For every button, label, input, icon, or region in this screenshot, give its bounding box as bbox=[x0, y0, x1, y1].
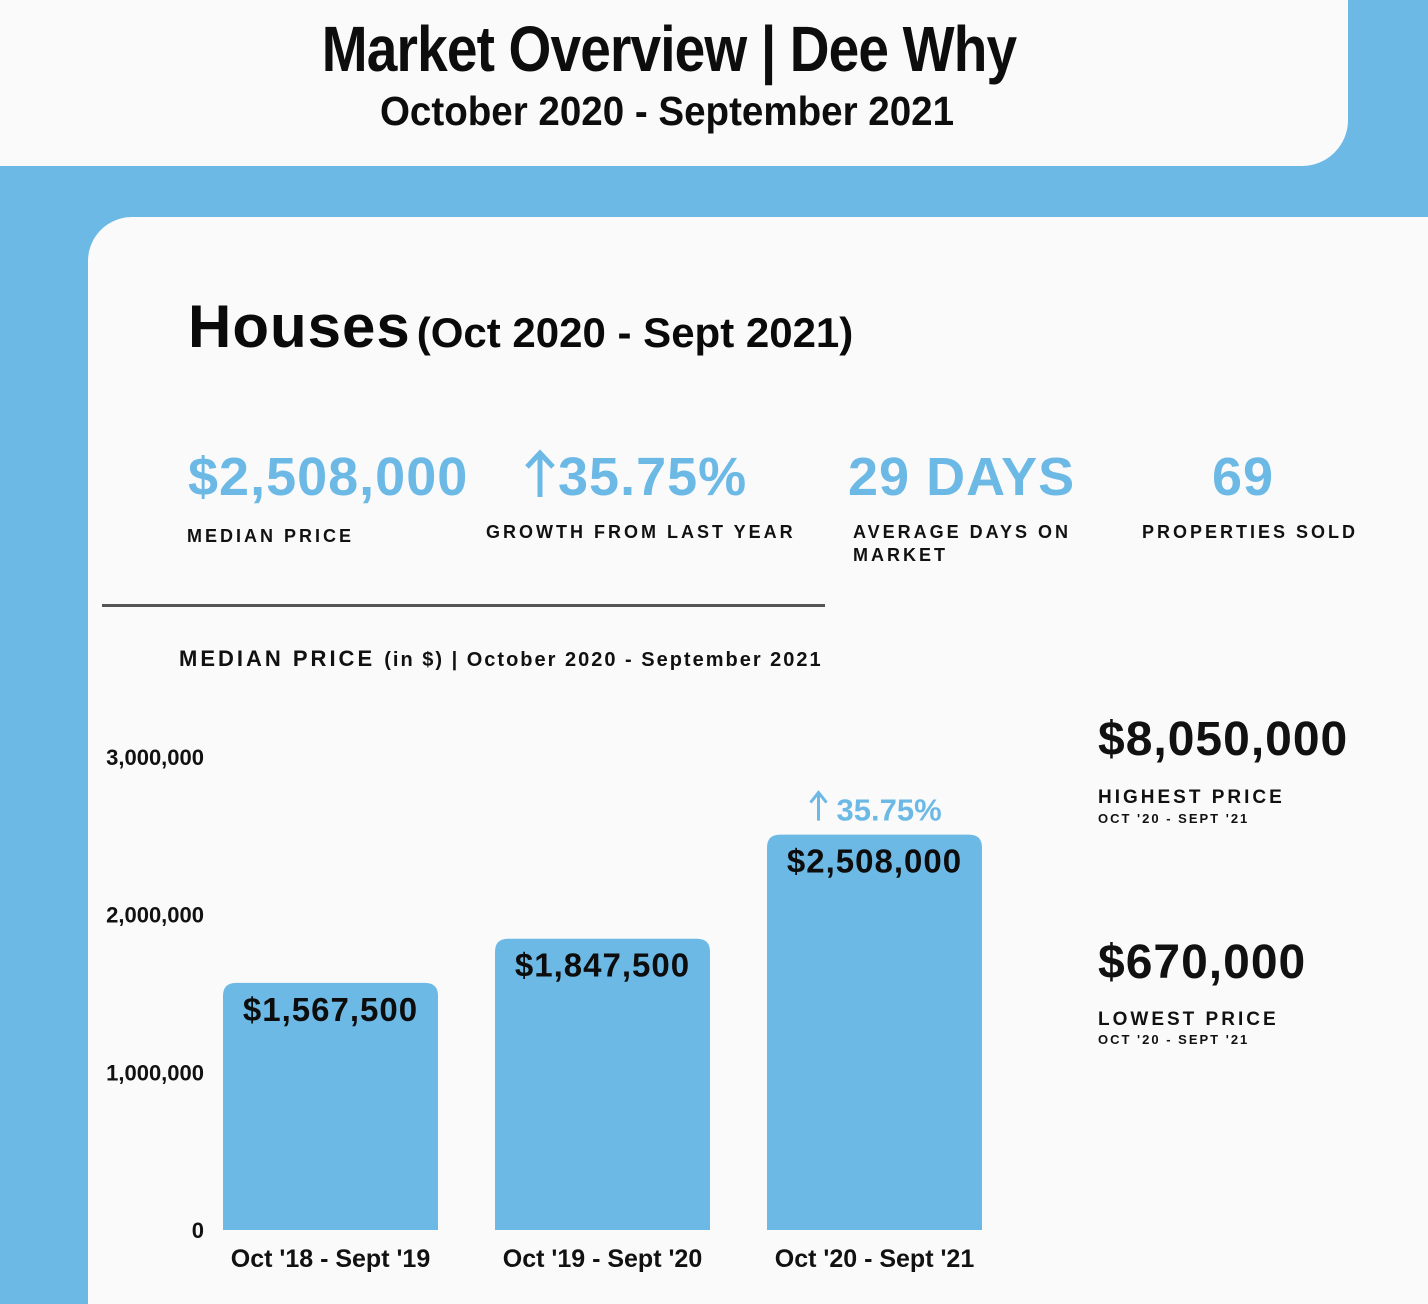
y-tick-label: 3,000,000 bbox=[106, 745, 204, 770]
arrow-up-icon-head bbox=[809, 790, 828, 804]
bar bbox=[223, 982, 438, 1230]
chart-title: MEDIAN PRICE (in $) | October 2020 - Sep… bbox=[179, 646, 823, 672]
lowest-price-period: OCT '20 - SEPT '21 bbox=[1098, 1032, 1250, 1047]
section-title: Houses (Oct 2020 - Sept 2021) bbox=[188, 292, 853, 361]
stat-median-price-value: $2,508,000 bbox=[188, 447, 469, 507]
bar-value-label: $1,847,500 bbox=[515, 947, 690, 984]
section-title-period: (Oct 2020 - Sept 2021) bbox=[416, 309, 854, 356]
highest-price-label: HIGHEST PRICE bbox=[1098, 787, 1285, 808]
lowest-price-value: $670,000 bbox=[1098, 936, 1307, 989]
stat-growth-label: GROWTH FROM LAST YEAR bbox=[486, 522, 796, 542]
stat-sold-label: PROPERTIES SOLD bbox=[1142, 522, 1359, 542]
stat-days-label: AVERAGE DAYS ON MARKET bbox=[853, 522, 1072, 565]
y-tick-label: 1,000,000 bbox=[106, 1060, 204, 1085]
chart-title-main: MEDIAN PRICE bbox=[179, 646, 376, 671]
arrow-up-icon bbox=[525, 449, 555, 497]
highest-price-value: $8,050,000 bbox=[1098, 713, 1349, 766]
x-tick-label: Oct '18 - Sept '19 bbox=[231, 1245, 430, 1273]
highest-price-period: OCT '20 - SEPT '21 bbox=[1098, 811, 1250, 826]
stat-sold-value: 69 bbox=[1212, 447, 1275, 507]
x-tick-label: Oct '20 - Sept '21 bbox=[775, 1245, 975, 1273]
chart-title-rest: (in $) | October 2020 - September 2021 bbox=[384, 649, 823, 671]
bar bbox=[495, 938, 710, 1230]
lowest-price-label: LOWEST PRICE bbox=[1098, 1009, 1279, 1030]
y-tick-label: 2,000,000 bbox=[106, 903, 204, 928]
stat-median-price-label: MEDIAN PRICE bbox=[187, 526, 355, 546]
stat-days-value: 29 DAYS bbox=[848, 447, 1076, 507]
divider bbox=[102, 604, 825, 607]
bar-value-label: $2,508,000 bbox=[787, 843, 962, 880]
stat-growth-value: 35.75% bbox=[558, 447, 748, 507]
x-tick-label: Oct '19 - Sept '20 bbox=[503, 1245, 702, 1273]
page-subtitle: October 2020 - September 2021 bbox=[379, 88, 955, 134]
header-banner: Market Overview | Dee Why October 2020 -… bbox=[0, 0, 1348, 166]
section-title-main: Houses bbox=[188, 293, 411, 360]
bar bbox=[767, 834, 982, 1230]
growth-annotation: 35.75% bbox=[837, 793, 942, 828]
bar-value-label: $1,567,500 bbox=[243, 991, 418, 1028]
stat-growth: 35.75% bbox=[522, 446, 747, 508]
y-tick-label: 0 bbox=[192, 1218, 204, 1243]
page-title: Market Overview | Dee Why bbox=[321, 13, 1017, 85]
